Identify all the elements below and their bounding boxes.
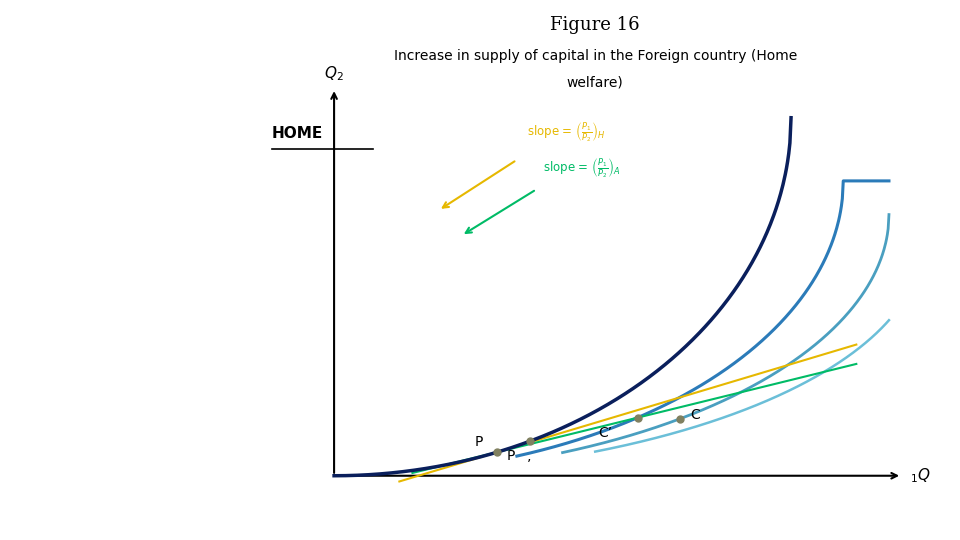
Text: $_1Q$: $_1Q$ [910,467,930,485]
Text: P: P [507,449,516,463]
Text: P: P [474,435,483,449]
Text: welfare): welfare) [566,76,624,90]
Text: slope = $\left(\frac{P_1}{P_2}\right)_A$: slope = $\left(\frac{P_1}{P_2}\right)_A$ [543,156,621,181]
Text: slope = $\left(\frac{P_1}{P_2}\right)_H$: slope = $\left(\frac{P_1}{P_2}\right)_H$ [527,120,606,145]
Text: C: C [690,408,700,422]
Text: Figure 16: Figure 16 [550,16,640,34]
Text: HOME: HOME [272,126,324,141]
Text: Increase in supply of capital in the Foreign country (Home: Increase in supply of capital in the For… [394,49,797,63]
Text: $Q_2$: $Q_2$ [324,64,344,83]
Text: ’: ’ [527,457,531,471]
Text: C’: C’ [598,426,612,440]
